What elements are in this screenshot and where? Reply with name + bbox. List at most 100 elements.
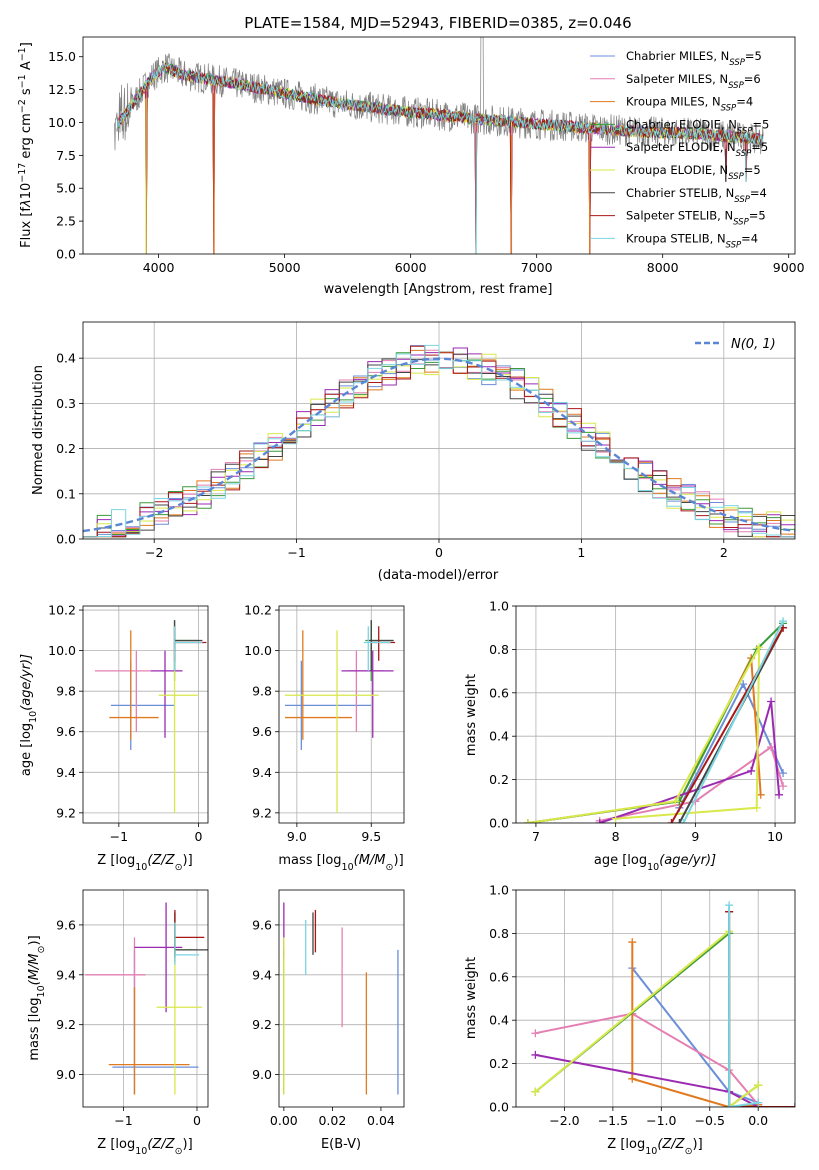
- y-axis-label-part: λ: [19, 199, 34, 208]
- x-axis-label-part: mass [log: [278, 853, 341, 868]
- legend-label: Chabrier ELODIE, NSSP=5: [626, 117, 769, 136]
- y-tick-label: 1.0: [489, 599, 509, 614]
- legend-label: Salpeter ELODIE, NSSP=5: [626, 140, 768, 159]
- series-marker: [531, 1087, 540, 1096]
- y-tick-label: 2.5: [56, 214, 76, 229]
- y-tick-label: 9.2: [56, 805, 76, 820]
- plot-area: [83, 606, 208, 823]
- legend-nssp: N: [719, 163, 728, 177]
- y-tick-label: 9.4: [252, 967, 272, 982]
- x-axis-label-part: 10: [647, 862, 659, 873]
- legend-label: N(0, 1): [731, 337, 776, 352]
- x-axis-label: Z [log10(Z/Z⊙)]: [97, 1137, 192, 1157]
- legend-sub: SSP: [733, 218, 749, 228]
- subplot-1: 4000 5000 6000 7000 8000 9000 0.0 2.5 5.0 7.5 10.0…: [17, 36, 805, 297]
- series-marker: [756, 790, 765, 799]
- legend-label: Kroupa MILES, NSSP=4: [626, 95, 753, 114]
- y-tick-label: 0.4: [489, 729, 509, 744]
- legend-name: Salpeter ELODIE,: [626, 140, 727, 154]
- x-axis-label-part: (Z/Z: [147, 1137, 175, 1152]
- series-marker: [747, 766, 756, 775]
- x-axis-label-part: Z [log: [97, 853, 135, 868]
- x-tick-label: 8000: [647, 260, 679, 275]
- x-tick-label: −2.0: [549, 1113, 579, 1128]
- series-marker: [628, 1074, 637, 1083]
- series-marker: [523, 819, 532, 823]
- x-tick-label: 9000: [773, 260, 805, 275]
- series-line: [728, 905, 759, 1107]
- series-marker: [531, 1050, 540, 1059]
- x-tick-label: 9: [691, 829, 699, 844]
- series-line: [527, 622, 784, 823]
- x-axis-label: mass [log10(M/M⊙)]: [278, 853, 403, 873]
- y-tick-label: 0.4: [489, 1013, 509, 1028]
- legend-label: Kroupa STELIB, NSSP=4: [626, 231, 758, 250]
- series-marker: [671, 797, 680, 806]
- x-tick-label: −1.0: [646, 1113, 676, 1128]
- y-tick-label: 0.0: [56, 532, 76, 547]
- x-tick-label: 7: [532, 829, 540, 844]
- axes-frame: [278, 889, 405, 1108]
- legend-name: Kroupa STELIB,: [626, 231, 717, 245]
- legend-value: =4: [741, 231, 758, 245]
- y-tick-label: 0.6: [489, 969, 509, 984]
- legend-name: Chabrier ELODIE,: [626, 117, 728, 131]
- x-axis-label-part: (age/yr)]: [659, 853, 716, 868]
- y-tick-label: 9.2: [252, 805, 272, 820]
- legend-sub: SSP: [734, 195, 750, 205]
- series-marker: [611, 814, 620, 823]
- y-tick-label: 9.2: [252, 1017, 272, 1032]
- axes-frame: [278, 605, 405, 824]
- legend-sub: SSP: [726, 240, 742, 250]
- y-axis-label-part: mass [log: [27, 997, 42, 1060]
- y-tick-label: 0.8: [489, 642, 509, 657]
- series-marker: [595, 819, 604, 823]
- y-tick-label: 0.1: [56, 486, 76, 501]
- x-axis-label-part: )]: [183, 1137, 193, 1152]
- y-tick-label: 9.4: [252, 765, 272, 780]
- x-axis-label-part: ⊙: [175, 1146, 183, 1157]
- y-tick-label: 9.8: [56, 684, 76, 699]
- series-marker: [779, 617, 788, 626]
- normal-curve: [83, 357, 795, 533]
- y-tick-label: 9.6: [56, 917, 76, 932]
- model-spectrum-line: [116, 63, 764, 145]
- legend-value: =5: [751, 140, 768, 154]
- legend-sub: SSP: [737, 126, 753, 136]
- plot-area: [114, 37, 764, 254]
- series-marker: [675, 819, 684, 823]
- y-tick-label: 0.0: [56, 247, 76, 262]
- legend-value: =5: [744, 163, 761, 177]
- legend-value: =5: [745, 49, 762, 63]
- x-axis-label-part: (M/M: [354, 853, 386, 868]
- legend-label: Kroupa ELODIE, NSSP=5: [626, 163, 761, 182]
- x-axis-label-part: ⊙: [386, 862, 394, 873]
- x-axis-label-part: Z [log: [607, 1137, 645, 1152]
- y-axis-label: Normed distribution: [31, 365, 46, 495]
- legend-nssp: N: [728, 117, 737, 131]
- x-tick-label: −2: [145, 545, 163, 560]
- x-tick-label: 6000: [395, 260, 427, 275]
- y-tick-label: 9.4: [56, 967, 76, 982]
- x-axis-label-part: 10: [342, 862, 354, 873]
- legend-value: =5: [749, 209, 766, 223]
- legend-nssp: N: [726, 186, 735, 200]
- legend-label: Chabrier STELIB, NSSP=4: [626, 186, 767, 205]
- histogram-step: [83, 344, 795, 539]
- x-axis-label-part: )]: [183, 853, 193, 868]
- plot-area: [516, 606, 795, 823]
- y-tick-label: 0.4: [56, 351, 76, 366]
- y-axis-label-part: s: [19, 88, 34, 99]
- legend-nssp: N: [727, 140, 736, 154]
- y-axis-label-part: 10: [19, 183, 34, 200]
- y-tick-label: 1.0: [489, 883, 509, 898]
- y-tick-label: 9.6: [56, 724, 76, 739]
- x-tick-label: 0: [193, 1113, 201, 1128]
- subplot-6: −1 09.09.29.49.6Z [log10(Z/Z⊙)]mass [log1…: [27, 889, 209, 1157]
- plot-area: [279, 902, 404, 1095]
- x-tick-label: 7000: [521, 260, 553, 275]
- series-line: [527, 654, 762, 823]
- legend-sub: SSP: [728, 172, 744, 182]
- legend-nssp: N: [712, 95, 721, 109]
